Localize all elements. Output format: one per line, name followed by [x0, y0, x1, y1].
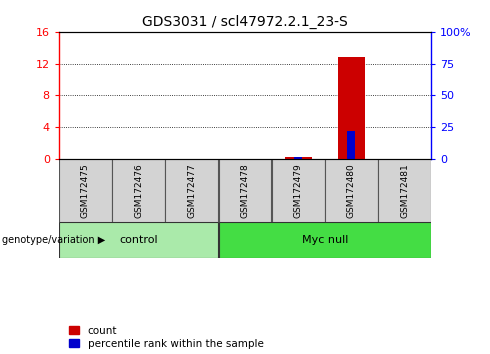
FancyBboxPatch shape — [219, 159, 271, 222]
Text: control: control — [119, 235, 158, 245]
FancyBboxPatch shape — [272, 159, 324, 222]
FancyBboxPatch shape — [166, 159, 218, 222]
FancyBboxPatch shape — [59, 159, 112, 222]
FancyBboxPatch shape — [59, 222, 218, 258]
Text: GSM172477: GSM172477 — [187, 164, 196, 218]
FancyBboxPatch shape — [112, 159, 165, 222]
Title: GDS3031 / scl47972.2.1_23-S: GDS3031 / scl47972.2.1_23-S — [142, 15, 348, 29]
Text: genotype/variation ▶: genotype/variation ▶ — [2, 235, 106, 245]
FancyBboxPatch shape — [378, 159, 431, 222]
Text: GSM172481: GSM172481 — [400, 164, 409, 218]
FancyBboxPatch shape — [325, 159, 378, 222]
Bar — [285, 156, 312, 159]
Text: GSM172475: GSM172475 — [81, 164, 90, 218]
Bar — [338, 57, 365, 159]
Text: GSM172480: GSM172480 — [347, 164, 356, 218]
Text: GSM172478: GSM172478 — [241, 164, 249, 218]
Text: GSM172476: GSM172476 — [134, 164, 143, 218]
Text: Myc null: Myc null — [302, 235, 348, 245]
Bar — [347, 131, 355, 159]
FancyBboxPatch shape — [219, 222, 431, 258]
Legend: count, percentile rank within the sample: count, percentile rank within the sample — [69, 326, 264, 349]
Bar — [294, 157, 302, 159]
Text: GSM172479: GSM172479 — [294, 164, 303, 218]
